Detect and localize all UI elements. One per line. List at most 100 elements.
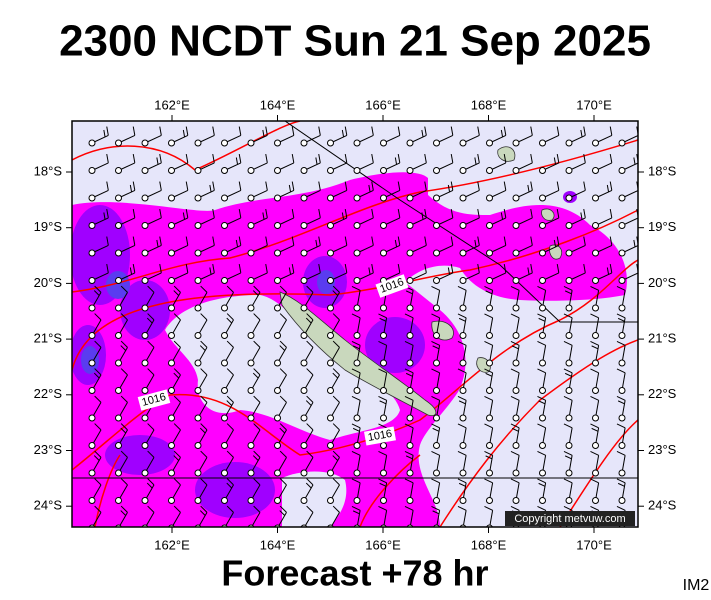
wind-barb [247,423,261,449]
barb-feather [503,181,507,191]
wind-barb [141,153,162,174]
barb-station [88,167,96,174]
wind-barb [274,263,295,284]
wind-barb [616,341,626,367]
barb-feather [609,236,613,246]
barb-feather [457,286,467,291]
barb-station [565,277,573,284]
barb-feather [332,395,340,403]
wind-barb [115,285,128,312]
barb-shaft [649,400,652,418]
wind-barb [247,153,268,174]
barb-feather [563,286,573,291]
barb-feather [305,482,312,489]
barb-feather [200,340,208,348]
wind-barb [457,396,467,422]
barb-feather [173,340,181,348]
barb-station [486,304,493,312]
barb-station [141,414,149,422]
wind-barb [457,423,467,449]
wind-barb [404,286,414,312]
barb-feather [120,478,128,486]
barb-feather [200,368,208,376]
barb-feather [173,423,181,431]
barb-feather [306,395,314,403]
barb-feather [279,313,287,321]
barb-feather [226,423,234,431]
barb-feather [537,478,546,484]
barb-feather [484,423,493,429]
wind-barb [433,126,454,147]
wind-barb [590,368,600,394]
barb-feather [368,184,371,193]
wind-barb [618,263,638,284]
barb-station [168,497,175,504]
barb-station [300,249,308,257]
barb-feather [159,153,162,163]
barb-feather [527,184,530,193]
barb-station [406,469,414,477]
barb-feather [226,505,234,513]
barb-feather [616,313,626,319]
barb-station [88,442,96,449]
barb-feather [530,181,533,191]
barb-station [300,469,308,477]
precip-gap [282,471,347,527]
barb-station [88,249,96,257]
barb-feather [306,505,314,513]
wind-barb [565,181,586,202]
barb-feather [147,340,155,348]
barb-feather [556,181,560,191]
barb-station [433,359,440,367]
barb-station [221,332,228,339]
barb-station [88,304,96,312]
barb-feather [279,450,287,458]
barb-station [459,414,467,422]
barb-station [141,524,149,527]
wind-barb [512,208,533,229]
barb-feather [404,478,414,484]
barb-feather [424,236,427,246]
barb-station [115,304,122,312]
wind-barb [194,313,208,339]
title: 2300 NCDT Sun 21 Sep 2025 [59,17,651,66]
lat-label: 18°S [648,163,677,178]
barb-station [539,304,546,312]
barb-station [592,497,599,504]
barb-feather [405,372,413,377]
barb-feather [404,506,414,511]
barb-feather [173,372,180,379]
barb-feather [556,208,560,218]
wind-barb [327,423,340,449]
barb-feather [378,368,387,374]
lat-label: 22°S [34,386,63,401]
wind-barb [565,236,586,257]
wind-barb [274,423,287,449]
barb-feather [457,506,467,511]
barb-feather [351,313,361,319]
barb-feather [379,400,387,405]
barb-feather [617,317,625,322]
barb-station [380,387,387,394]
wind-barb [433,208,454,229]
barb-feather [185,208,189,218]
wind-barb [565,208,586,229]
wind-barb [563,451,573,477]
wind-barb [168,236,189,257]
barb-station [300,167,308,174]
barb-station [353,277,361,284]
wind-barb [459,208,480,229]
wind-barb [168,181,189,202]
barb-station [539,194,546,202]
wind-barb [616,478,626,504]
barb-feather [212,181,215,191]
wind-barb [590,286,600,312]
barb-feather [253,340,261,348]
barb-feather [447,184,451,193]
map-area: 1016 1016 1016 [72,121,665,527]
barb-station [512,332,520,339]
forecast-label: Forecast +78 hr [221,553,488,594]
barb-feather [663,264,665,273]
barb-feather [538,482,546,487]
